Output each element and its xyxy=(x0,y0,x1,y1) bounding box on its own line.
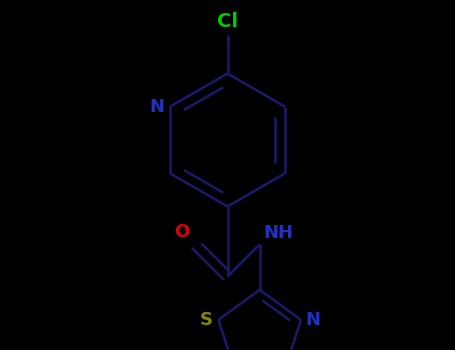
Text: N: N xyxy=(149,98,164,116)
Text: Cl: Cl xyxy=(217,12,238,31)
Text: N: N xyxy=(305,311,320,329)
Text: S: S xyxy=(200,311,213,329)
Text: NH: NH xyxy=(264,224,294,242)
Text: O: O xyxy=(174,223,190,241)
